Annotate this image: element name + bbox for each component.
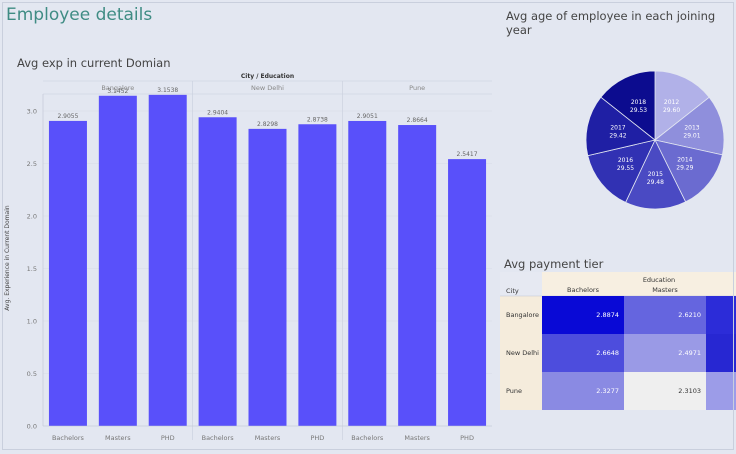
pie-slice-label: 2015 <box>648 171 663 178</box>
bar-chart-title: Avg exp in current Domian <box>17 56 171 70</box>
pie-slice <box>654 139 723 203</box>
heatmap-cell <box>542 372 624 410</box>
pie-slice-value: 29.48 <box>647 179 664 186</box>
heatmap-cell <box>624 372 706 410</box>
experience-bar-chart: City / Education 0.0 0.5 1.0 1.5 2.0 2.5 3.0 Avg… <box>4 73 492 442</box>
heatmap-cell <box>542 296 624 334</box>
pie-slice-label: 2012 <box>664 99 679 106</box>
heatmap-cell-value: 2.6210 <box>678 311 701 319</box>
bar-value-label: 3.1452 <box>107 88 128 95</box>
heatmap-cell-value: 2.6648 <box>596 349 619 357</box>
pie-slice <box>625 139 687 210</box>
pie-slice-label: 2017 <box>610 125 625 132</box>
y-tick-label: 0.0 <box>27 423 37 431</box>
bar <box>48 120 87 427</box>
bar <box>198 117 237 426</box>
heatmap-row-header: City <box>506 287 519 295</box>
pie-slice-value: 29.42 <box>609 133 626 140</box>
heatmap-row-label: Pune <box>506 387 522 395</box>
heatmap-cell-value: 2.3277 <box>596 387 619 395</box>
bar-value-label: 2.9055 <box>57 113 78 120</box>
y-tick-label: 1.0 <box>27 318 37 326</box>
group-label: New Delhi <box>251 84 284 92</box>
bar <box>98 95 137 426</box>
heatmap-cell-value: 2.4971 <box>678 349 701 357</box>
bar <box>348 120 387 426</box>
bar-value-label: 2.8664 <box>407 117 428 124</box>
pie-slice <box>654 70 710 141</box>
y-tick-label: 0.5 <box>27 370 37 378</box>
y-tick-label: 2.0 <box>27 213 37 221</box>
heatmap-cell <box>706 334 736 372</box>
heatmap-column-header: Education <box>643 276 675 284</box>
heatmap-header-bg <box>542 272 736 296</box>
heatmap-cell-value: 2.8874 <box>596 311 619 319</box>
bar-value-label: 2.9051 <box>357 113 378 120</box>
x-tick-label: Bachelors <box>52 434 85 442</box>
pie-slice-value: 29.29 <box>676 164 693 171</box>
y-tick-label: 2.5 <box>27 160 37 168</box>
pie-slice-value: 29.53 <box>630 107 647 114</box>
pie-slice-label: 2014 <box>677 156 692 163</box>
heatmap-cell <box>706 296 736 334</box>
heatmap-cell-value: 2.3103 <box>678 387 701 395</box>
x-tick-label: Bachelors <box>351 434 384 442</box>
bar-value-label: 2.9404 <box>207 109 228 116</box>
bar <box>248 128 287 426</box>
bar <box>448 159 487 426</box>
heatmap-row-header-bg <box>500 296 542 410</box>
bar <box>398 125 437 426</box>
heatmap-cell <box>624 334 706 372</box>
pie-slice <box>600 70 656 141</box>
group-label: Pune <box>409 84 425 92</box>
bar <box>148 94 187 426</box>
heatmap-column-label: Bachelors <box>567 286 600 294</box>
heatmap-cell <box>542 334 624 372</box>
x-tick-label: Masters <box>404 434 430 442</box>
pie-slice <box>585 96 656 157</box>
heatmap-row-label: Bangalore <box>506 311 539 319</box>
pie-slice-label: 2013 <box>684 125 699 132</box>
bar-chart-header: City / Education <box>241 73 294 80</box>
x-tick-label: PHD <box>310 434 324 442</box>
y-axis-label: Avg. Experience in Current Domain <box>4 205 11 311</box>
heatmap-cell <box>624 296 706 334</box>
y-tick-label: 1.5 <box>27 265 37 273</box>
pie-chart-title: Avg age of employee in each joining year <box>506 9 716 37</box>
pie-slice-label: 2018 <box>631 99 646 106</box>
tier-table-title: Avg payment tier <box>504 257 604 271</box>
x-tick-label: Masters <box>105 434 131 442</box>
payment-tier-heatmap: Education City Bachelors Masters Bangalore 2.… <box>500 272 736 410</box>
bar-value-label: 2.8738 <box>307 116 328 123</box>
bar-value-label: 3.1538 <box>157 87 178 94</box>
page-title: Employee details <box>6 5 153 25</box>
pie-slice-label: 2016 <box>618 157 633 164</box>
x-tick-label: Masters <box>255 434 281 442</box>
heatmap-row-label: New Delhi <box>506 349 539 357</box>
bar-value-label: 2.8298 <box>257 121 278 128</box>
heatmap-column-label: Masters <box>652 286 678 294</box>
pie-slice-value: 29.55 <box>617 165 634 172</box>
heatmap-cell <box>706 372 736 410</box>
pie-slice-value: 29.60 <box>663 107 680 114</box>
x-tick-label: Bachelors <box>202 434 235 442</box>
pie-slice <box>654 96 725 156</box>
group-label: Bangalore <box>101 84 134 92</box>
bar <box>298 124 337 426</box>
pie-slice <box>587 139 656 203</box>
x-tick-label: PHD <box>460 434 474 442</box>
x-tick-label: PHD <box>161 434 175 442</box>
bar-value-label: 2.5417 <box>457 151 478 158</box>
y-tick-label: 3.0 <box>27 108 37 116</box>
pie-slice-value: 29.01 <box>683 133 700 140</box>
